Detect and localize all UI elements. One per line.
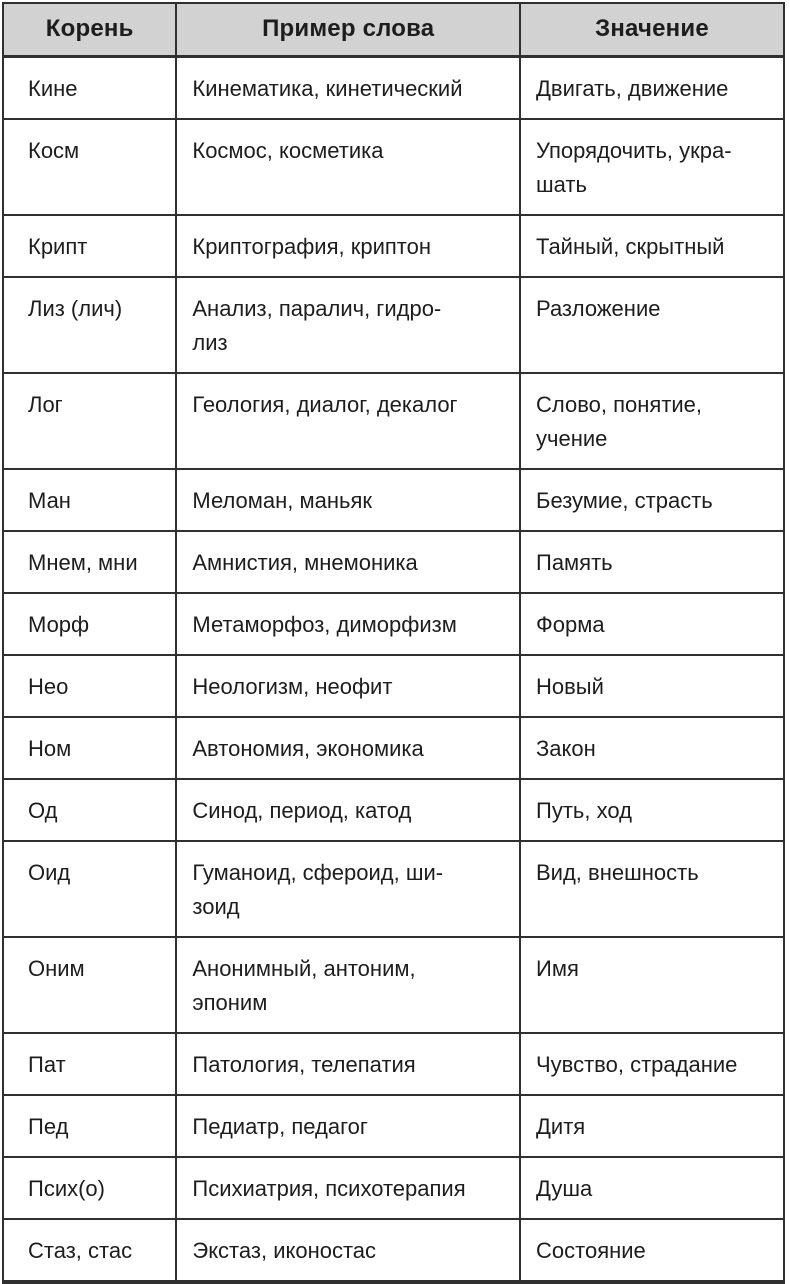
cell-meaning: Чувство, страдание xyxy=(519,1032,785,1096)
cell-root: Стаз, стас xyxy=(1,1218,178,1283)
cell-meaning: Безумие, страсть xyxy=(519,468,785,532)
cell-root: Кине xyxy=(1,55,178,120)
table-row: Оним Анонимный, антоним, эпоним Имя xyxy=(1,936,785,1034)
table-row: Мнем, мни Амнистия, мнемоника Память xyxy=(1,530,785,594)
cell-examples: Синод, период, катод xyxy=(175,778,521,842)
cell-meaning: Состояние xyxy=(519,1218,785,1283)
cell-root: Оним xyxy=(1,936,178,1034)
table-row: Крипт Криптография, криптон Тайный, скры… xyxy=(1,214,785,278)
table-row: Стаз, стас Экстаз, иконостас Состояние xyxy=(1,1218,785,1283)
cell-root: Мнем, мни xyxy=(1,530,178,594)
col-header-meaning: Значение xyxy=(519,2,785,58)
table-row: Ном Автономия, экономика Закон xyxy=(1,716,785,780)
cell-examples: Амнистия, мнемоника xyxy=(175,530,521,594)
table-row: Ман Меломан, маньяк Безумие, страсть xyxy=(1,468,785,532)
table-row: Од Синод, период, катод Путь, ход xyxy=(1,778,785,842)
cell-meaning: Душа xyxy=(519,1156,785,1220)
cell-meaning: Слово, понятие, учение xyxy=(519,372,785,470)
table-row: Лиз (лич) Анализ, паралич, гидро- лиз Ра… xyxy=(1,276,785,374)
cell-examples: Автономия, экономика xyxy=(175,716,521,780)
cell-root: Пед xyxy=(1,1094,178,1158)
table-header-row: Корень Пример слова Значение xyxy=(1,2,785,58)
cell-examples: Метаморфоз, диморфизм xyxy=(175,592,521,656)
cell-root: Оид xyxy=(1,840,178,938)
cell-examples: Патология, телепатия xyxy=(175,1032,521,1096)
cell-examples: Геология, диалог, декалог xyxy=(175,372,521,470)
cell-meaning: Дитя xyxy=(519,1094,785,1158)
cell-meaning: Тайный, скрытный xyxy=(519,214,785,278)
cell-meaning: Вид, внешность xyxy=(519,840,785,938)
cell-meaning: Форма xyxy=(519,592,785,656)
cell-root: Пат xyxy=(1,1032,178,1096)
cell-examples: Экстаз, иконостас xyxy=(175,1218,521,1283)
cell-root: Псих(о) xyxy=(1,1156,178,1220)
cell-root: Крипт xyxy=(1,214,178,278)
cell-root: Од xyxy=(1,778,178,842)
cell-root: Лог xyxy=(1,372,178,470)
cell-examples: Психиатрия, психотерапия xyxy=(175,1156,521,1220)
cell-meaning: Память xyxy=(519,530,785,594)
cell-meaning: Закон xyxy=(519,716,785,780)
cell-root: Косм xyxy=(1,118,178,216)
cell-examples: Меломан, маньяк xyxy=(175,468,521,532)
table-row: Косм Космос, косметика Упорядочить, укра… xyxy=(1,118,785,216)
cell-root: Морф xyxy=(1,592,178,656)
cell-root: Лиз (лич) xyxy=(1,276,178,374)
cell-meaning: Упорядочить, укра- шать xyxy=(519,118,785,216)
table-row: Пат Патология, телепатия Чувство, страда… xyxy=(1,1032,785,1096)
cell-meaning: Двигать, движение xyxy=(519,55,785,120)
cell-examples: Криптография, криптон xyxy=(175,214,521,278)
cell-meaning: Путь, ход xyxy=(519,778,785,842)
table-row: Пед Педиатр, педагог Дитя xyxy=(1,1094,785,1158)
table-row: Псих(о) Психиатрия, психотерапия Душа xyxy=(1,1156,785,1220)
table-row: Оид Гуманоид, сфероид, ши- зоид Вид, вне… xyxy=(1,840,785,938)
cell-examples: Анализ, паралич, гидро- лиз xyxy=(175,276,521,374)
cell-examples: Педиатр, педагог xyxy=(175,1094,521,1158)
cell-examples: Неологизм, неофит xyxy=(175,654,521,718)
cell-examples: Кинематика, кинетический xyxy=(175,55,521,120)
cell-examples: Гуманоид, сфероид, ши- зоид xyxy=(175,840,521,938)
cell-meaning: Новый xyxy=(519,654,785,718)
col-header-example: Пример слова xyxy=(175,2,521,58)
cell-root: Нео xyxy=(1,654,178,718)
cell-meaning: Имя xyxy=(519,936,785,1034)
cell-examples: Анонимный, антоним, эпоним xyxy=(175,936,521,1034)
cell-root: Ном xyxy=(1,716,178,780)
cell-examples: Космос, косметика xyxy=(175,118,521,216)
col-header-root: Корень xyxy=(1,2,178,58)
table-row: Нео Неологизм, неофит Новый xyxy=(1,654,785,718)
table-row: Лог Геология, диалог, декалог Слово, пон… xyxy=(1,372,785,470)
table-row: Морф Метаморфоз, диморфизм Форма xyxy=(1,592,785,656)
cell-root: Ман xyxy=(1,468,178,532)
table-body: Кине Кинематика, кинетический Двигать, д… xyxy=(1,55,785,1283)
cell-meaning: Разложение xyxy=(519,276,785,374)
table-row: Кине Кинематика, кинетический Двигать, д… xyxy=(1,55,785,120)
